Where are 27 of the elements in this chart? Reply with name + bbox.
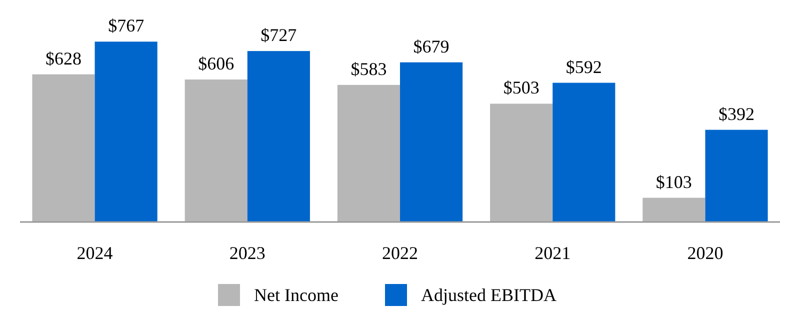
bar (247, 51, 310, 222)
data-label: $606 (198, 54, 234, 74)
bar (642, 198, 706, 222)
data-label: $628 (45, 48, 82, 68)
data-label: $727 (260, 25, 297, 46)
x-tick-label: 2023 (229, 243, 266, 263)
bar (490, 104, 553, 222)
bar (400, 62, 463, 222)
data-label: $679 (413, 36, 450, 56)
data-label: $103 (656, 172, 692, 192)
legend-label: Net Income (254, 285, 338, 305)
bar (705, 130, 768, 222)
data-label: $767 (108, 16, 144, 36)
data-label: $392 (718, 104, 755, 124)
x-tick-label: 2020 (687, 243, 724, 263)
bar (184, 80, 248, 222)
data-label: $583 (350, 58, 387, 79)
bar (337, 84, 400, 222)
bar (552, 82, 616, 222)
x-tick-label: 2021 (534, 243, 571, 263)
legend-label: Adjusted EBITDA (421, 285, 556, 305)
x-tick-label: 2022 (382, 243, 418, 263)
bar (32, 74, 95, 222)
x-tick-label: 2024 (76, 243, 113, 263)
data-label: $503 (503, 78, 540, 98)
data-label: $592 (566, 56, 602, 77)
bar (94, 42, 158, 222)
